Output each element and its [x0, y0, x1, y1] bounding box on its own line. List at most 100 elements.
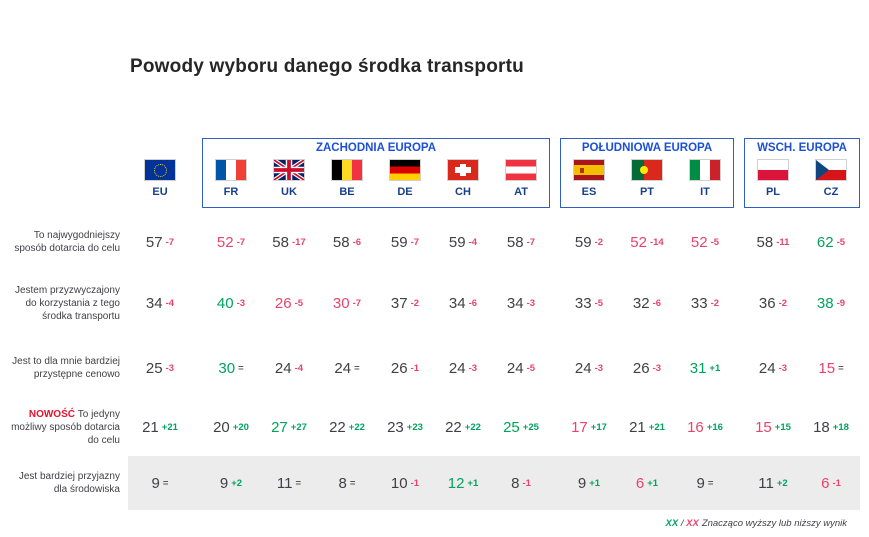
- value-cell-es: 24 -3: [560, 338, 618, 398]
- delta: -1: [522, 477, 531, 489]
- delta: -5: [294, 297, 304, 309]
- value-cell-ch: 12 +1: [434, 456, 492, 510]
- value: 20: [213, 418, 230, 436]
- value-cell-ch: 22 +22: [434, 398, 492, 456]
- delta: -7: [526, 236, 536, 248]
- value: 21: [142, 418, 159, 436]
- value-cell-es: 33 -5: [560, 268, 618, 338]
- delta: +21: [648, 421, 665, 433]
- value: 38: [816, 294, 834, 312]
- delta: -6: [468, 297, 478, 309]
- delta: -3: [594, 362, 604, 374]
- column-group-label: POŁUDNIOWA EUROPA: [581, 142, 713, 154]
- delta: -7: [352, 297, 362, 309]
- value-cell-pl: 24 -3: [744, 338, 802, 398]
- de-flag-icon: [390, 160, 420, 180]
- significance-legend: XX / XX Znacząco wyższy lub niższy wynik: [666, 518, 847, 529]
- value: 58: [506, 233, 524, 251]
- delta: -3: [165, 362, 175, 374]
- delta: +2: [231, 477, 243, 489]
- delta: +1: [709, 362, 721, 374]
- delta: +22: [348, 421, 365, 433]
- country-code-label: DE: [397, 186, 413, 198]
- legend-low-mark: XX: [686, 518, 699, 529]
- delta: +20: [232, 421, 249, 433]
- delta: -1: [410, 477, 420, 489]
- value-cell-it: 16 +16: [676, 398, 734, 456]
- legend-high-mark: XX: [665, 518, 679, 529]
- value-cell-cz: 38 -9: [802, 268, 860, 338]
- delta: =: [162, 477, 169, 489]
- value-cell-cz: 6 -1: [802, 456, 860, 510]
- value: 40: [216, 294, 234, 312]
- column-header-pt: PT: [618, 138, 676, 216]
- uk-flag-icon: [274, 160, 304, 180]
- delta: -5: [594, 297, 604, 309]
- value: 25: [145, 359, 163, 377]
- column-header-es: ES: [560, 138, 618, 216]
- value-cell-eu: 25 -3: [128, 338, 192, 398]
- column-header-be: BE: [318, 138, 376, 216]
- value-cell-be: 22 +22: [318, 398, 376, 456]
- value: 8: [511, 474, 520, 492]
- value-cell-de: 59 -7: [376, 216, 434, 268]
- delta: -2: [778, 297, 788, 309]
- column-header-eu: EU: [128, 138, 192, 216]
- delta: -3: [652, 362, 662, 374]
- value: 16: [687, 418, 704, 436]
- row-label-text: To najwygodniejszy sposób dotarcia do ce…: [14, 230, 120, 254]
- legend-separator: /: [678, 518, 687, 529]
- value-cell-at: 58 -7: [492, 216, 550, 268]
- results-table: EU ZACHODNIA EUROPA FR UK BE DE CH AT POŁUDNIOWA…: [8, 138, 860, 510]
- value-cell-es: 59 -2: [560, 216, 618, 268]
- it-flag-icon: [690, 160, 720, 180]
- delta: -5: [836, 236, 846, 248]
- value-cell-cz: 15 =: [802, 338, 860, 398]
- value-cell-pl: 58 -11: [744, 216, 802, 268]
- country-code-label: PT: [639, 186, 655, 198]
- delta: -3: [526, 297, 536, 309]
- value: 24: [506, 359, 524, 377]
- value-cell-eu: 9 =: [128, 456, 192, 510]
- delta: -14: [649, 236, 664, 248]
- eu-flag-icon: [145, 160, 175, 180]
- column-header-pl: PL: [744, 138, 802, 216]
- value-cell-de: 37 -2: [376, 268, 434, 338]
- value-cell-it: 31 +1: [676, 338, 734, 398]
- delta: +1: [467, 477, 479, 489]
- value-cell-ch: 24 -3: [434, 338, 492, 398]
- column-header-de: DE: [376, 138, 434, 216]
- delta: +23: [406, 421, 423, 433]
- delta: +18: [832, 421, 849, 433]
- delta: +1: [589, 477, 601, 489]
- page-title: Powody wyboru danego środka transportu: [130, 56, 524, 77]
- value: 52: [216, 233, 234, 251]
- value-cell-pl: 11 +2: [744, 456, 802, 510]
- delta: -7: [165, 236, 175, 248]
- value-cell-at: 24 -5: [492, 338, 550, 398]
- row-label: Jestem przyzwyczajony do korzystania z t…: [8, 268, 128, 338]
- country-code-label: AT: [514, 186, 528, 198]
- value: 37: [390, 294, 408, 312]
- delta: -2: [710, 297, 720, 309]
- cz-flag-triangle: [816, 160, 829, 180]
- value: 22: [445, 418, 462, 436]
- value: 33: [574, 294, 592, 312]
- delta: -2: [594, 236, 604, 248]
- value: 36: [758, 294, 776, 312]
- country-code-label: ES: [581, 186, 597, 198]
- delta: -7: [236, 236, 246, 248]
- value-cell-es: 9 +1: [560, 456, 618, 510]
- legend-text: Znacząco wyższy lub niższy wynik: [701, 518, 847, 529]
- value: 58: [332, 233, 350, 251]
- column-header-fr: FR: [202, 138, 260, 216]
- column-header-it: IT: [676, 138, 734, 216]
- delta: -4: [468, 236, 478, 248]
- delta: =: [354, 362, 360, 374]
- delta: -3: [468, 362, 478, 374]
- value: 25: [503, 418, 520, 436]
- value: 6: [635, 474, 645, 492]
- delta: -5: [526, 362, 536, 374]
- value-cell-pt: 6 +1: [618, 456, 676, 510]
- value: 26: [274, 294, 292, 312]
